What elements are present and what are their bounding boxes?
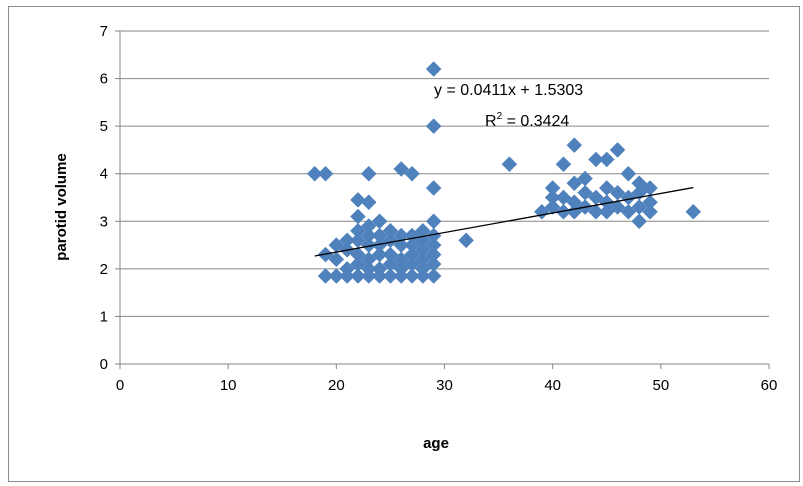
data-point bbox=[686, 204, 701, 219]
y-tick-label: 3 bbox=[100, 213, 108, 230]
y-tick-label: 5 bbox=[100, 118, 108, 135]
x-tick-label: 10 bbox=[220, 377, 237, 394]
x-tick-label: 30 bbox=[436, 377, 453, 394]
y-tick-labels: 0 1 2 3 4 5 6 7 bbox=[100, 23, 108, 373]
data-point bbox=[350, 192, 365, 207]
x-tick-label: 40 bbox=[544, 377, 561, 394]
data-point bbox=[426, 62, 441, 77]
gridlines bbox=[120, 31, 769, 316]
data-point bbox=[426, 214, 441, 229]
y-tick-label: 7 bbox=[100, 23, 108, 40]
r-squared-label: R2 = 0.3424 bbox=[485, 111, 569, 130]
data-point bbox=[459, 233, 474, 248]
x-tick-label: 50 bbox=[652, 377, 669, 394]
data-point bbox=[621, 166, 636, 181]
data-point bbox=[361, 166, 376, 181]
x-tick-label: 60 bbox=[761, 377, 778, 394]
x-tick-label: 0 bbox=[116, 377, 124, 394]
data-point bbox=[361, 195, 376, 210]
y-axis-title: parotid volume bbox=[53, 153, 70, 261]
y-tick-label: 2 bbox=[100, 261, 108, 278]
data-point bbox=[610, 142, 625, 157]
data-point bbox=[556, 157, 571, 172]
data-point bbox=[545, 180, 560, 195]
y-tick-label: 6 bbox=[100, 71, 108, 88]
data-point bbox=[426, 119, 441, 134]
y-tick-label: 0 bbox=[100, 356, 108, 373]
x-axis-title: age bbox=[423, 435, 449, 452]
x-tick-labels: 0 10 20 30 40 50 60 bbox=[116, 377, 778, 394]
equation-label: y = 0.0411x + 1.5303 bbox=[434, 82, 583, 99]
data-point bbox=[502, 157, 517, 172]
data-point bbox=[632, 214, 647, 229]
scatter-chart: 0 1 2 3 4 5 6 7 0 10 20 30 40 50 60 y = 0.0411x + 1.5… bbox=[9, 7, 799, 481]
y-tick-label: 4 bbox=[100, 166, 108, 183]
data-point bbox=[318, 166, 333, 181]
chart-frame: 0 1 2 3 4 5 6 7 0 10 20 30 40 50 60 y = 0.0411x + 1.5… bbox=[8, 6, 800, 482]
data-point bbox=[426, 180, 441, 195]
y-tick-label: 1 bbox=[100, 308, 108, 325]
data-point bbox=[567, 138, 582, 153]
x-tick-label: 20 bbox=[328, 377, 345, 394]
data-point bbox=[599, 152, 614, 167]
